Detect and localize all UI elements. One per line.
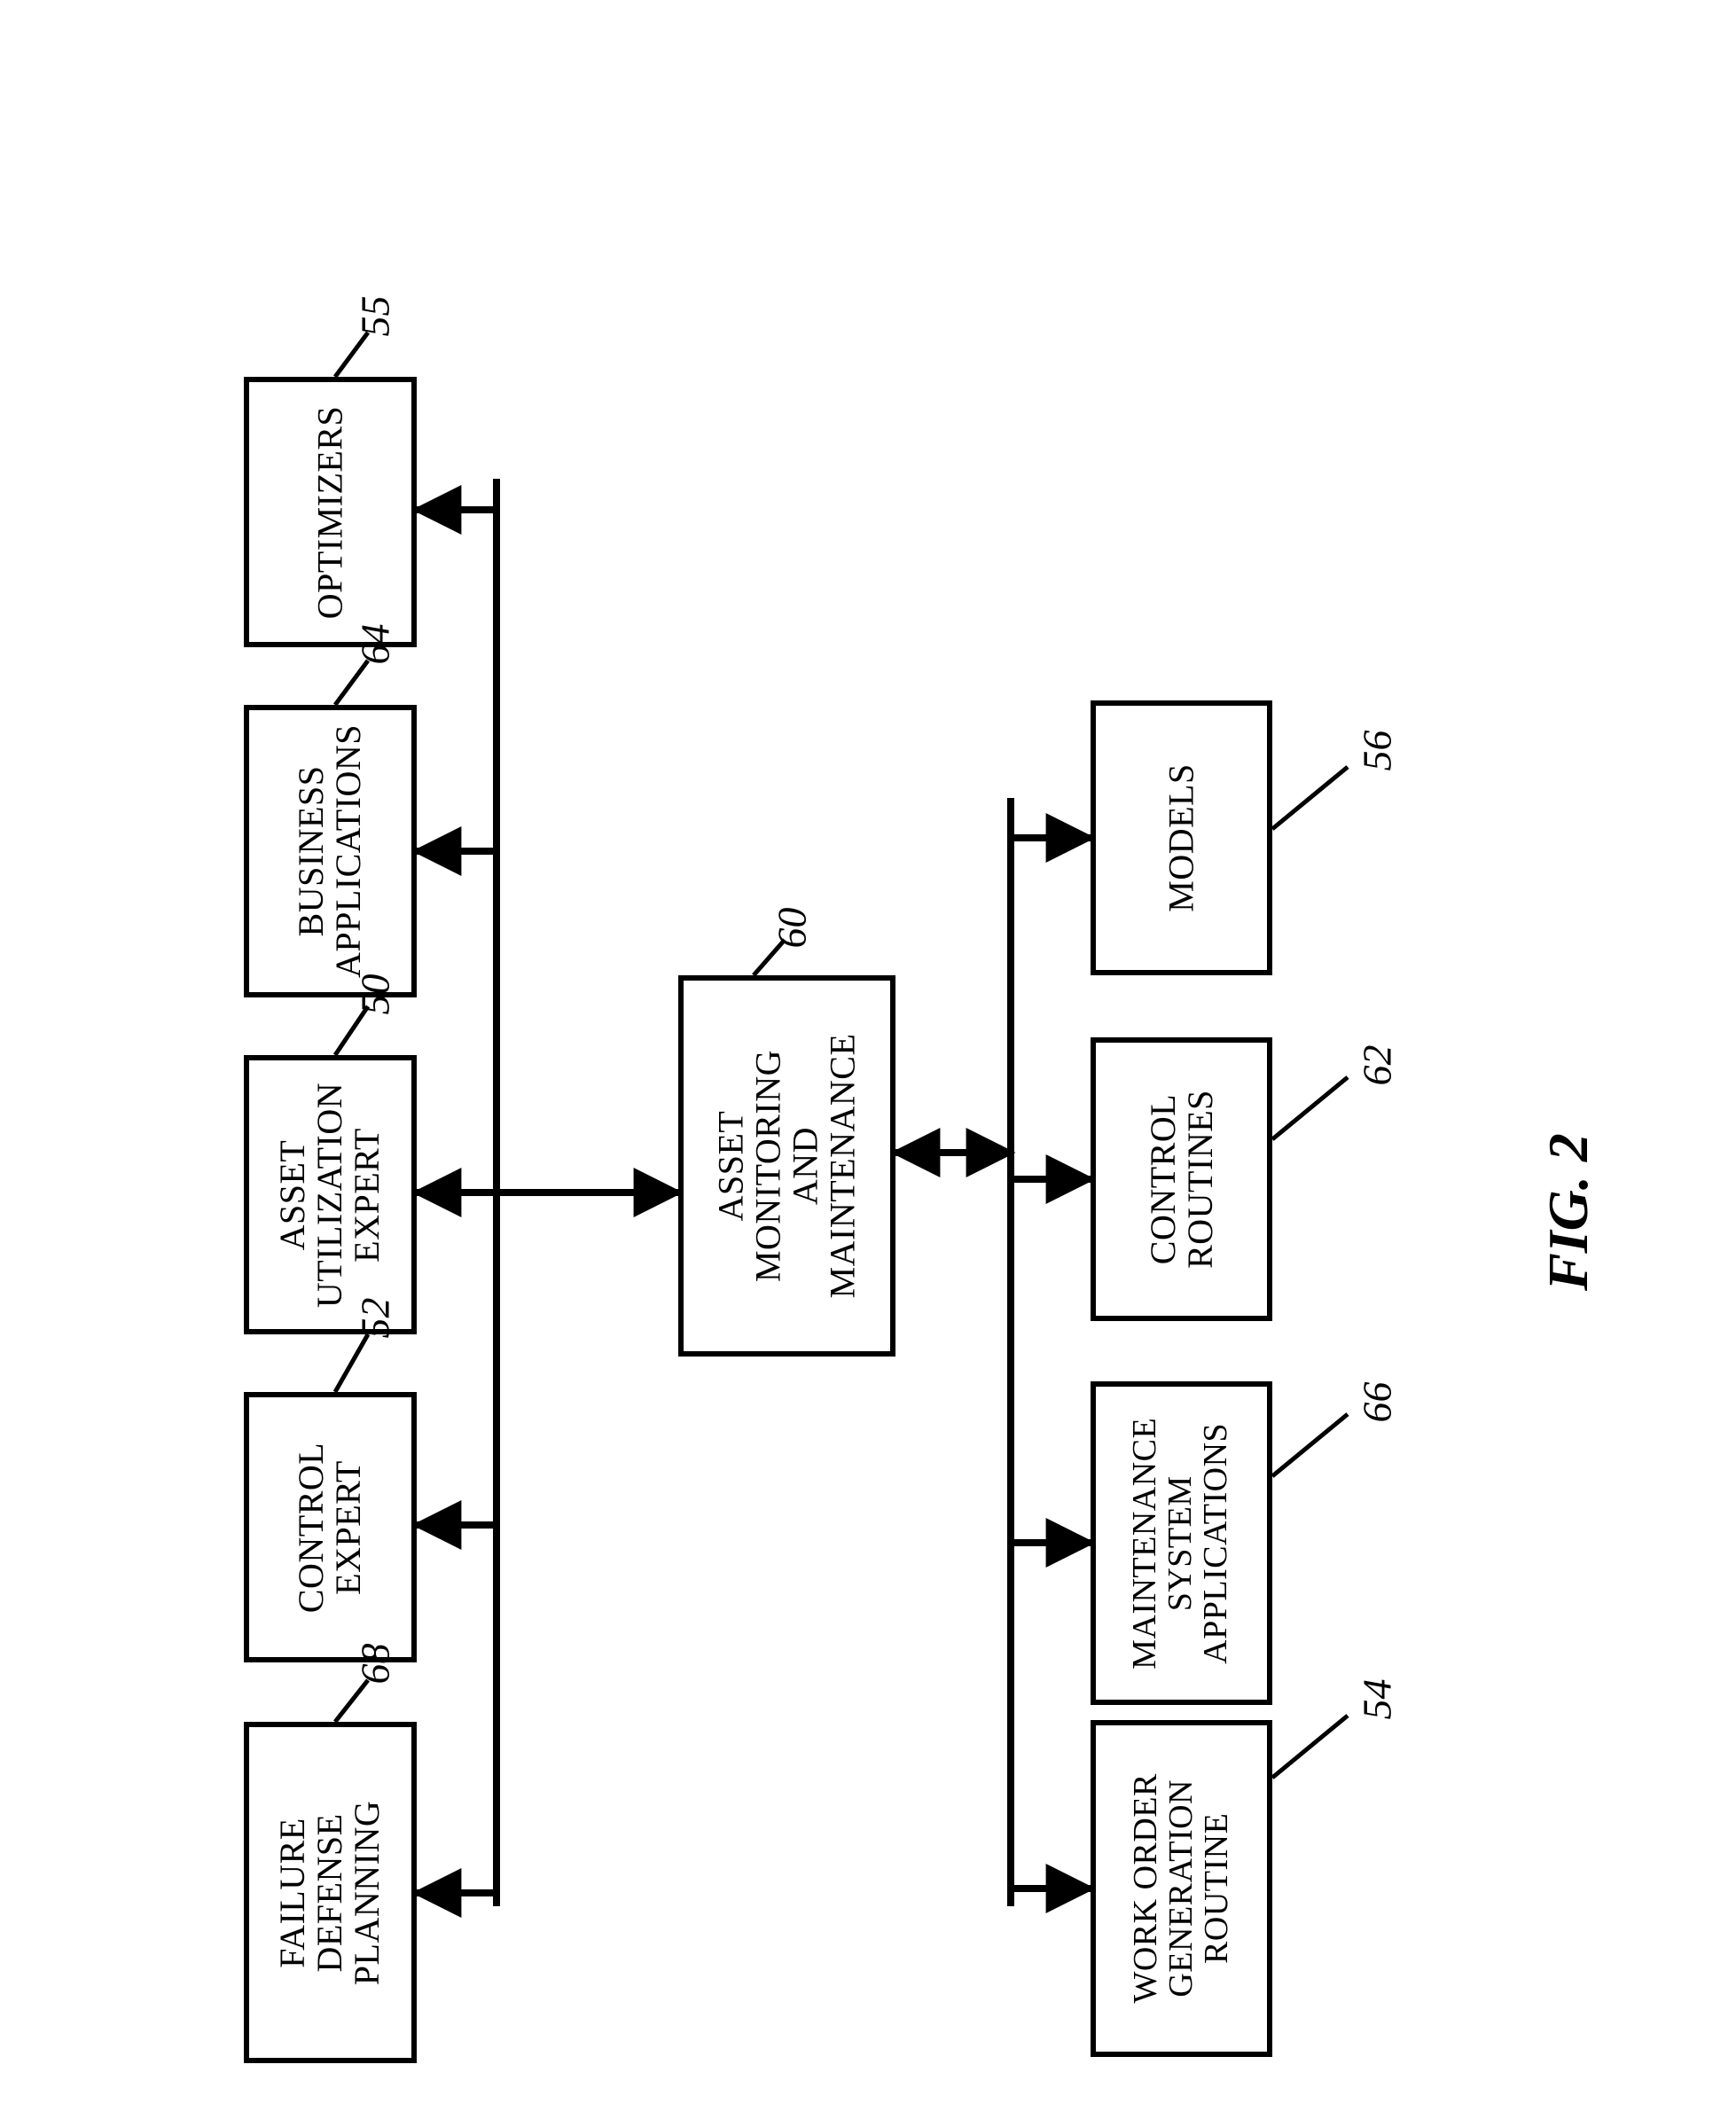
node-business-applications: BUSINESS APPLICATIONS xyxy=(244,705,417,997)
node-label: MAINTENANCE SYSTEM APPLICATIONS xyxy=(1129,1417,1235,1669)
node-label: FAILURE DEFENSE PLANNING xyxy=(275,1800,387,1984)
node-asset-utilization-expert: ASSET UTILIZATION EXPERT xyxy=(244,1055,417,1334)
ref-asset-monitoring: 60 xyxy=(769,908,816,949)
ref-models: 56 xyxy=(1354,731,1401,771)
ref-asset-utilization-expert: 50 xyxy=(352,974,399,1015)
node-label: MODELS xyxy=(1162,763,1200,911)
node-label: CONTROL EXPERT xyxy=(293,1442,368,1612)
node-label: ASSET MONITORING AND MAINTENANCE xyxy=(713,1034,862,1299)
node-label: ASSET UTILIZATION EXPERT xyxy=(275,1082,387,1307)
ref-control-routines: 62 xyxy=(1354,1045,1401,1086)
node-control-expert: CONTROL EXPERT xyxy=(244,1392,417,1662)
node-control-routines: CONTROL ROUTINES xyxy=(1091,1037,1272,1321)
node-label: CONTROL ROUTINES xyxy=(1145,1090,1219,1269)
node-label: WORK ORDER GENERATION ROUTINE xyxy=(1129,1773,1235,2003)
ref-optimizers: 55 xyxy=(352,296,399,337)
node-asset-monitoring: ASSET MONITORING AND MAINTENANCE xyxy=(678,975,895,1357)
node-work-order: WORK ORDER GENERATION ROUTINE xyxy=(1091,1720,1272,2057)
figure-caption: FIG. 2 xyxy=(1536,1133,1601,1291)
node-label: OPTIMIZERS xyxy=(312,405,349,619)
ref-failure-defense-planning: 68 xyxy=(352,1644,399,1685)
figure-canvas: FAILURE DEFENSE PLANNING CONTROL EXPERT … xyxy=(0,0,1736,2127)
ref-work-order: 54 xyxy=(1354,1679,1401,1720)
ref-maintenance-sys: 66 xyxy=(1354,1382,1401,1423)
ref-control-expert: 52 xyxy=(352,1298,399,1339)
node-optimizers: OPTIMIZERS xyxy=(244,377,417,647)
node-models: MODELS xyxy=(1091,700,1272,975)
node-label: BUSINESS APPLICATIONS xyxy=(293,724,368,978)
node-maintenance-sys: MAINTENANCE SYSTEM APPLICATIONS xyxy=(1091,1381,1272,1705)
node-failure-defense-planning: FAILURE DEFENSE PLANNING xyxy=(244,1722,417,2063)
ref-business-applications: 64 xyxy=(352,624,399,665)
